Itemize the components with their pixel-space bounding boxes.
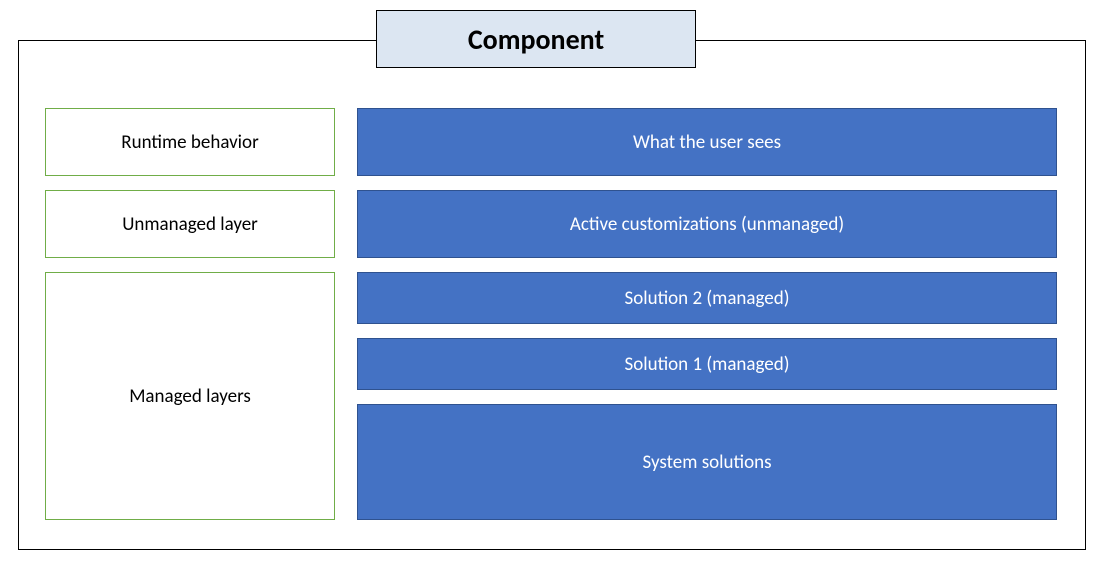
unmanaged-layer-label-text: Unmanaged layer xyxy=(122,213,258,236)
active-customizations-layer-text: Active customizations (unmanaged) xyxy=(570,213,844,236)
runtime-behavior-label: Runtime behavior xyxy=(45,108,335,176)
unmanaged-layer-label: Unmanaged layer xyxy=(45,190,335,258)
component-title-text: Component xyxy=(468,22,604,57)
component-title: Component xyxy=(376,10,696,68)
runtime-behavior-label-text: Runtime behavior xyxy=(121,131,258,154)
active-customizations-layer: Active customizations (unmanaged) xyxy=(357,190,1057,258)
solution-2-layer-text: Solution 2 (managed) xyxy=(624,287,789,310)
managed-layers-label: Managed layers xyxy=(45,272,335,520)
solution-1-layer: Solution 1 (managed) xyxy=(357,338,1057,390)
solution-1-layer-text: Solution 1 (managed) xyxy=(624,353,789,376)
system-solutions-layer-text: System solutions xyxy=(642,451,771,474)
system-solutions-layer: System solutions xyxy=(357,404,1057,520)
solution-2-layer: Solution 2 (managed) xyxy=(357,272,1057,324)
user-sees-layer: What the user sees xyxy=(357,108,1057,176)
managed-layers-label-text: Managed layers xyxy=(129,385,251,408)
user-sees-layer-text: What the user sees xyxy=(633,131,781,154)
